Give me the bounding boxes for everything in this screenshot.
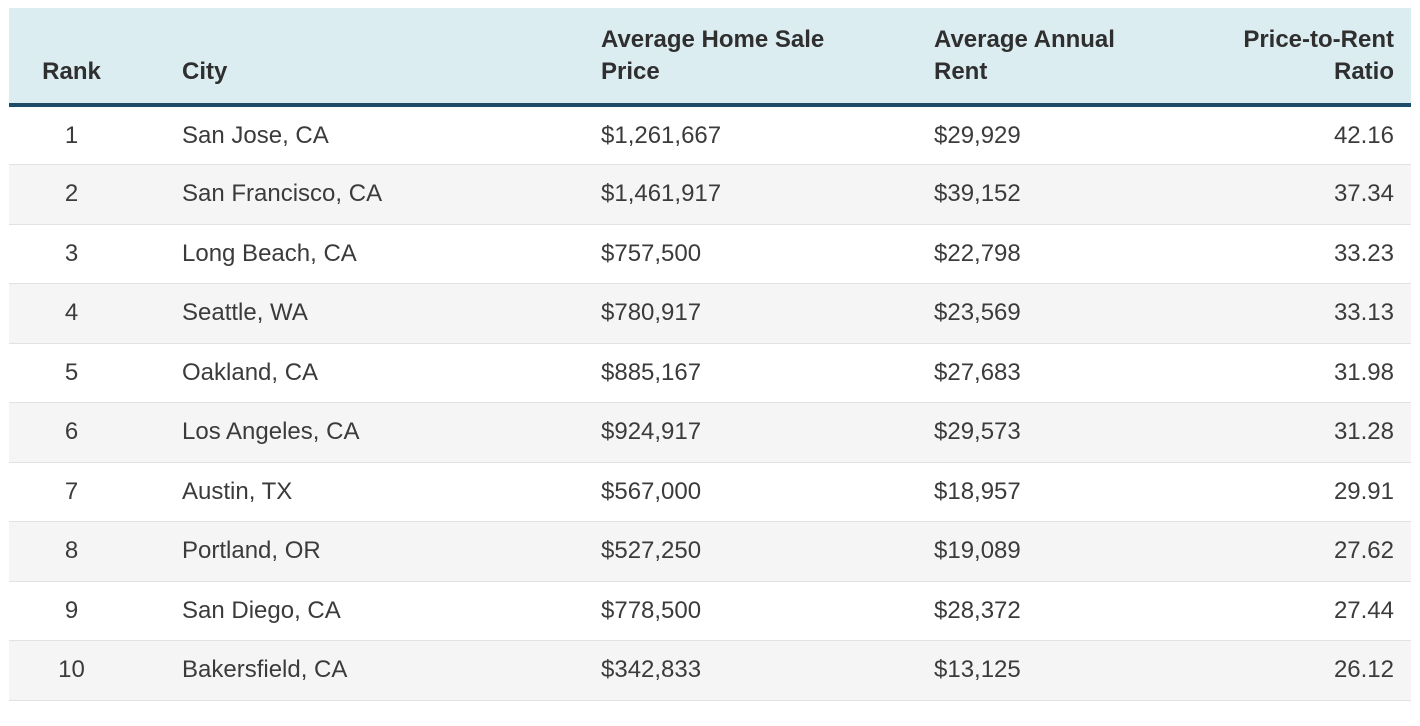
home-price-cell: $780,917 — [601, 283, 934, 343]
home-price-cell: $567,000 — [601, 461, 934, 522]
ratio-cell: 33.23 — [1184, 223, 1411, 284]
city-cell: Oakland, CA — [134, 342, 601, 403]
table-body: 1 San Jose, CA $1,261,667 $29,929 42.16 … — [9, 105, 1411, 701]
annual-rent-cell: $39,152 — [934, 164, 1184, 224]
home-price-cell: $1,461,917 — [601, 164, 934, 224]
city-cell: San Francisco, CA — [134, 164, 601, 224]
table-row: 2 San Francisco, CA $1,461,917 $39,152 3… — [9, 164, 1411, 224]
column-header-label: Price-to-Rent Ratio — [1243, 26, 1394, 85]
home-price-cell: $924,917 — [601, 402, 934, 462]
rank-cell: 5 — [9, 342, 134, 403]
rank-cell: 6 — [9, 402, 134, 462]
city-cell: Long Beach, CA — [134, 223, 601, 284]
table-row: 3 Long Beach, CA $757,500 $22,798 33.23 — [9, 223, 1411, 284]
home-price-cell: $342,833 — [601, 640, 934, 701]
annual-rent-cell: $29,573 — [934, 402, 1184, 462]
city-cell: Seattle, WA — [134, 283, 601, 343]
table-row: 9 San Diego, CA $778,500 $28,372 27.44 — [9, 580, 1411, 641]
annual-rent-cell: $18,957 — [934, 461, 1184, 522]
annual-rent-cell: $28,372 — [934, 580, 1184, 641]
table-row: 4 Seattle, WA $780,917 $23,569 33.13 — [9, 283, 1411, 343]
table-row: 5 Oakland, CA $885,167 $27,683 31.98 — [9, 342, 1411, 403]
city-cell: San Jose, CA — [182, 121, 329, 149]
annual-rent-cell: $27,683 — [934, 342, 1184, 403]
home-price-cell: $885,167 — [601, 342, 934, 403]
city-cell: Los Angeles, CA — [134, 402, 601, 462]
annual-rent-cell: $29,929 — [934, 121, 1021, 149]
annual-rent-cell: $23,569 — [934, 283, 1184, 343]
column-header-label: City — [182, 58, 228, 85]
annual-rent-cell: $19,089 — [934, 521, 1184, 581]
table-header: Rank City Average Home Sale Price Averag… — [9, 8, 1411, 107]
annual-rent-cell: $22,798 — [934, 223, 1184, 284]
rank-cell: 3 — [9, 223, 134, 284]
table-row: 7 Austin, TX $567,000 $18,957 29.91 — [9, 461, 1411, 522]
ratio-cell: 37.34 — [1184, 164, 1411, 224]
city-cell: Portland, OR — [134, 521, 601, 581]
annual-rent-cell: $13,125 — [934, 640, 1184, 701]
home-price-cell: $527,250 — [601, 521, 934, 581]
home-price-cell: $1,261,667 — [601, 121, 722, 149]
rank-cell: 4 — [9, 283, 134, 343]
city-cell: Austin, TX — [134, 461, 601, 522]
column-header-home-sale-price: Average Home Sale Price — [601, 8, 934, 107]
column-header-label: Average Annual Rent — [934, 26, 1115, 85]
rank-cell: 8 — [9, 521, 134, 581]
ratio-cell: 29.91 — [1184, 461, 1411, 522]
ratio-cell: 27.62 — [1184, 521, 1411, 581]
ratio-cell: 42.16 — [1333, 121, 1394, 149]
rank-cell: 7 — [9, 461, 134, 522]
home-price-cell: $757,500 — [601, 223, 934, 284]
column-header-rank: Rank — [9, 8, 134, 107]
column-header-price-to-rent-ratio: Price-to-Rent Ratio — [1184, 8, 1411, 107]
ratio-cell: 31.98 — [1184, 342, 1411, 403]
rank-cell: 2 — [9, 164, 134, 224]
city-cell: Bakersfield, CA — [134, 640, 601, 701]
column-header-annual-rent: Average Annual Rent — [934, 8, 1184, 107]
ratio-cell: 31.28 — [1184, 402, 1411, 462]
price-to-rent-ratio-table: Rank City Average Home Sale Price Averag… — [9, 8, 1411, 701]
column-header-label: Rank — [42, 58, 101, 85]
column-header-label: Average Home Sale Price — [601, 26, 825, 85]
rank-cell: 10 — [9, 640, 134, 701]
table-row: 10 Bakersfield, CA $342,833 $13,125 26.1… — [9, 640, 1411, 701]
ratio-cell: 33.13 — [1184, 283, 1411, 343]
home-price-cell: $778,500 — [601, 580, 934, 641]
ratio-cell: 27.44 — [1184, 580, 1411, 641]
header-row: Rank City Average Home Sale Price Averag… — [9, 8, 1411, 107]
table-row: 6 Los Angeles, CA $924,917 $29,573 31.28 — [9, 402, 1411, 462]
rank-cell: 9 — [9, 580, 134, 641]
city-cell: San Diego, CA — [134, 580, 601, 641]
ratio-cell: 26.12 — [1184, 640, 1411, 701]
column-header-city: City — [134, 8, 601, 107]
rank-cell: 1 — [64, 121, 79, 149]
table-row: 1 San Jose, CA $1,261,667 $29,929 42.16 — [9, 105, 1411, 165]
table-row: 8 Portland, OR $527,250 $19,089 27.62 — [9, 521, 1411, 581]
